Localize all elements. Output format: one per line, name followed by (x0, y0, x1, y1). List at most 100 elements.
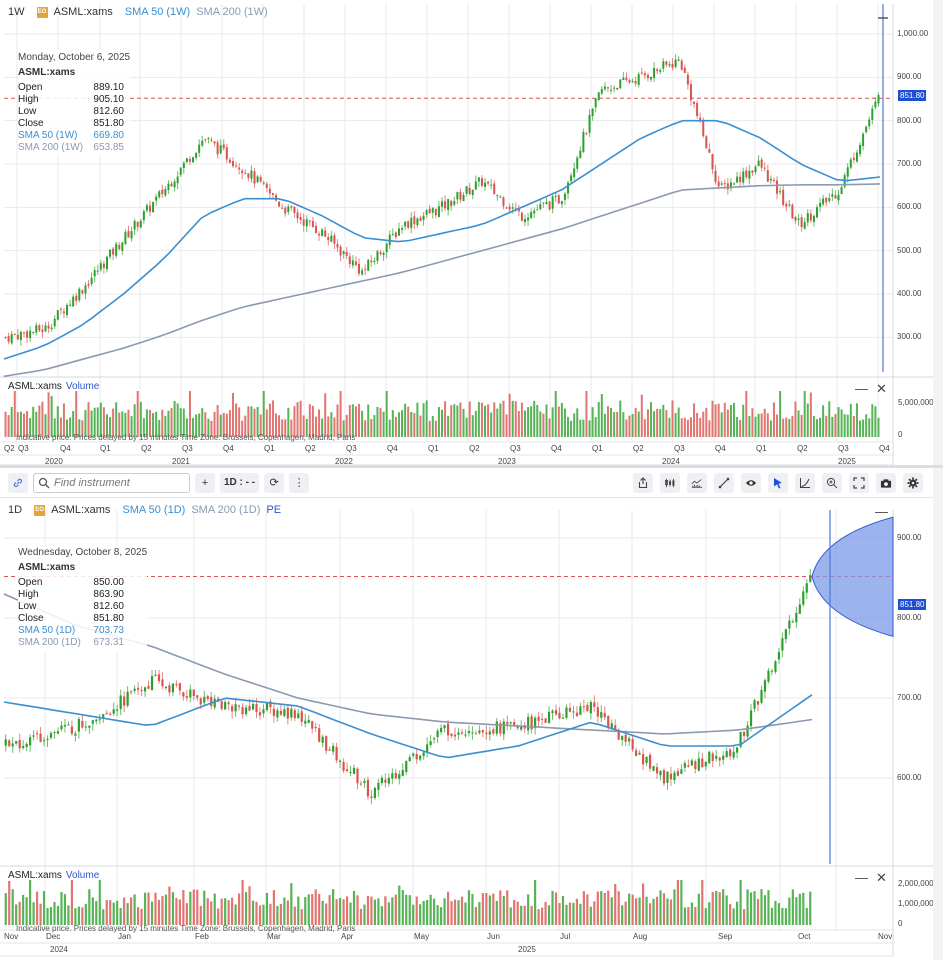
zoom-in-icon (826, 477, 838, 489)
time-axis-label: Q4 (60, 444, 71, 453)
refresh-button[interactable]: ⟳ (264, 472, 285, 493)
sma50-label: SMA 50 (1D) (18, 625, 76, 636)
settings-button[interactable] (903, 473, 923, 493)
toolbar-right-group (633, 473, 923, 493)
daily-chart-canvas[interactable] (0, 468, 943, 960)
time-axis-label: Q1 (428, 444, 439, 453)
tooltip-symbol: ASML:xams (18, 67, 76, 78)
volume-axis-0: 0 (898, 919, 903, 928)
pe-legend[interactable]: PE (266, 504, 282, 516)
visibility-button[interactable] (741, 473, 761, 493)
time-axis-label: Q3 (838, 444, 849, 453)
weekly-chart-legend: 1W EO ASML:xams SMA 50 (1W) SMA 200 (1W) (8, 6, 268, 18)
price-axis-label: 500.00 (897, 245, 922, 255)
time-axis-label: Q2 (141, 444, 152, 453)
share-button[interactable] (633, 473, 653, 493)
search-icon (38, 477, 50, 488)
last-price-tag: 851.80 (898, 90, 927, 101)
high-label: High (18, 94, 39, 105)
symbol-label[interactable]: ASML:xams (51, 504, 111, 516)
disclaimer: Indicative price. Prices delayed by 15 m… (16, 924, 356, 933)
time-axis-label: Q1 (592, 444, 603, 453)
sma50-legend[interactable]: SMA 50 (1W) (124, 6, 191, 18)
close-row: Close 851.80 (18, 118, 124, 130)
minimize-volume-button[interactable]: — (855, 381, 868, 396)
search-box[interactable] (33, 472, 190, 493)
volume-axis-0: 0 (898, 430, 903, 439)
indicators-button[interactable] (660, 473, 680, 493)
sma50-legend[interactable]: SMA 50 (1D) (122, 504, 186, 516)
high-row: High 863.90 (18, 589, 124, 601)
year-label: 2021 (172, 457, 190, 466)
daily-chart-panel: + 1D : - - ⟳ ⋮ 1D EO ASML:xams SMA 50 (1… (0, 468, 943, 960)
sma200-row: SMA 200 (1W) 653.85 (18, 142, 124, 154)
close-row: Close 851.80 (18, 613, 124, 625)
weekly-chart-canvas[interactable] (0, 0, 943, 465)
price-axis-label: 900.00 (897, 72, 922, 82)
right-gutter (933, 0, 943, 465)
minimize-chart-button[interactable]: — (875, 504, 888, 519)
link-icon[interactable] (8, 472, 28, 493)
ohlc-tooltip: Wednesday, October 8, 2025 ASML:xams Ope… (18, 545, 148, 651)
price-axis-label: 800.00 (897, 115, 922, 125)
open-value: 889.10 (93, 82, 124, 93)
interval-button[interactable]: 1D : - - (220, 472, 260, 493)
minimize-volume-button[interactable]: — (855, 870, 868, 885)
time-axis-label: Jul (560, 932, 571, 941)
weekly-volume-legend: ASML:xams Volume (8, 381, 99, 392)
volume-label[interactable]: Volume (65, 381, 100, 392)
cursor-arrow-icon (774, 478, 782, 489)
cursor-button[interactable] (768, 473, 788, 493)
snapshot-button[interactable] (876, 473, 896, 493)
more-options-button[interactable]: ⋮ (289, 472, 310, 493)
time-axis-label: Q4 (879, 444, 890, 453)
time-axis-label: Q4 (387, 444, 398, 453)
eye-icon (745, 480, 757, 486)
find-instrument-input[interactable] (54, 476, 184, 489)
panel-divider[interactable] (0, 465, 943, 469)
scale-button[interactable] (795, 473, 815, 493)
time-axis-label: Q2 (797, 444, 808, 453)
sma200-label: SMA 200 (1D) (18, 637, 81, 648)
exchange-badge-icon: EO (34, 504, 46, 516)
share-icon (638, 477, 648, 489)
low-row: Low 812.60 (18, 601, 124, 613)
volume-axis-5m: 5,000,000 (898, 398, 934, 407)
close-volume-button[interactable]: ✕ (876, 381, 887, 396)
volume-symbol: ASML:xams (8, 870, 62, 881)
time-axis-label: Q1 (264, 444, 275, 453)
time-axis-label: Dec (46, 932, 61, 941)
high-label: High (18, 589, 39, 600)
close-value: 851.80 (93, 118, 124, 129)
weekly-chart-panel: 1W EO ASML:xams SMA 50 (1W) SMA 200 (1W)… (0, 0, 943, 466)
symbol-label[interactable]: ASML:xams (53, 6, 113, 18)
add-instrument-button[interactable]: + (195, 472, 215, 493)
year-label: 2024 (662, 457, 680, 466)
daily-chart-legend: 1D EO ASML:xams SMA 50 (1D) SMA 200 (1D)… (8, 504, 281, 516)
time-axis-label: Q1 (100, 444, 111, 453)
tooltip-date: Monday, October 6, 2025 (18, 52, 131, 63)
open-value: 850.00 (93, 577, 124, 588)
volume-label[interactable]: Volume (65, 870, 100, 881)
time-axis-label: Apr (341, 932, 354, 941)
exchange-badge-icon: EO (36, 6, 48, 18)
time-axis-label: Q3 (510, 444, 521, 453)
time-axis-label: Q3 (674, 444, 685, 453)
price-axis-label: 700.00 (897, 693, 922, 702)
chart-type-button[interactable] (687, 473, 707, 493)
price-axis-label: 700.00 (897, 159, 922, 168)
close-volume-button[interactable]: ✕ (876, 870, 887, 885)
right-gutter (933, 468, 943, 960)
trendline-icon (718, 477, 730, 489)
fullscreen-button[interactable] (849, 473, 869, 493)
zoom-button[interactable] (822, 473, 842, 493)
price-axis-label: 400.00 (897, 289, 922, 298)
year-label: 2025 (518, 945, 536, 954)
sma50-value: 703.73 (93, 625, 124, 636)
tooltip-date: Wednesday, October 8, 2025 (18, 547, 148, 558)
time-axis-label: Q3 (18, 444, 29, 453)
draw-button[interactable] (714, 473, 734, 493)
sma200-legend[interactable]: SMA 200 (1D) (191, 504, 261, 516)
time-axis-label: Nov (878, 932, 893, 941)
sma200-legend[interactable]: SMA 200 (1W) (196, 6, 268, 18)
